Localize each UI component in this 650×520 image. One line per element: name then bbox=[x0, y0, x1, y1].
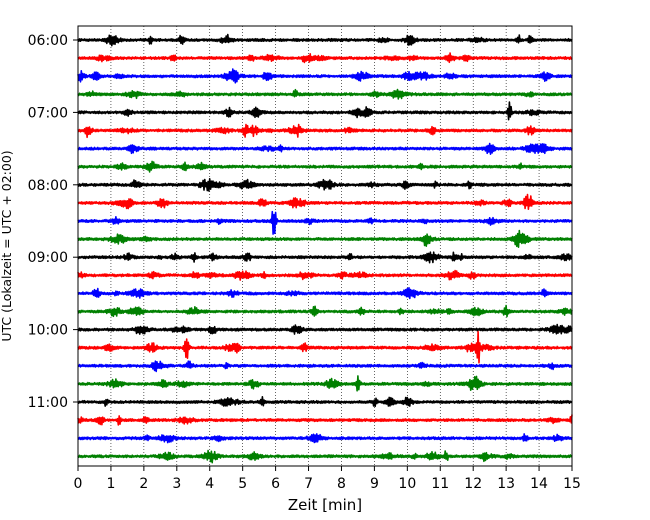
y-axis-ticks: 06:00 07:00 08:00 09:00 10:00 11:00 bbox=[28, 33, 78, 411]
seismic-trace bbox=[77, 414, 573, 426]
seismic-trace bbox=[77, 123, 573, 139]
seismic-trace bbox=[77, 229, 573, 248]
seismic-trace bbox=[77, 287, 573, 300]
x-tick-label: 0 bbox=[74, 476, 83, 492]
seismic-trace bbox=[77, 178, 573, 192]
grid-lines bbox=[110, 26, 540, 466]
seismic-trace bbox=[77, 142, 573, 155]
y-tick-label: 06:00 bbox=[28, 33, 68, 49]
seismic-trace bbox=[77, 101, 573, 121]
x-tick-label: 9 bbox=[370, 476, 379, 492]
seismic-trace bbox=[77, 68, 573, 84]
x-tick-label: 6 bbox=[271, 476, 280, 492]
x-tick-label: 10 bbox=[398, 476, 416, 492]
y-tick-label: 11:00 bbox=[28, 395, 68, 411]
y-tick-label: 07:00 bbox=[28, 105, 68, 121]
seismic-trace bbox=[77, 193, 573, 210]
y-tick-label: 10:00 bbox=[28, 323, 68, 339]
seismic-trace bbox=[77, 88, 573, 100]
y-tick-label: 08:00 bbox=[28, 178, 68, 194]
x-axis-label: Zeit [min] bbox=[288, 496, 362, 514]
seismic-trace bbox=[77, 323, 573, 335]
plot-area bbox=[78, 26, 572, 466]
x-tick-label: 4 bbox=[205, 476, 214, 492]
seismic-trace bbox=[77, 251, 573, 264]
seismic-traces bbox=[77, 33, 573, 464]
plot-frame bbox=[77, 25, 573, 467]
x-tick-label: 11 bbox=[431, 476, 449, 492]
seismic-trace bbox=[77, 375, 573, 392]
y-tick-label: 09:00 bbox=[28, 250, 68, 266]
seismic-trace bbox=[77, 160, 573, 173]
seismic-trace bbox=[77, 449, 573, 464]
x-tick-label: 5 bbox=[238, 476, 247, 492]
x-tick-label: 13 bbox=[497, 476, 515, 492]
x-tick-label: 2 bbox=[139, 476, 148, 492]
y-axis-label: UTC (Lokalzeit = UTC + 02:00) bbox=[0, 150, 14, 341]
seismic-trace bbox=[77, 396, 573, 408]
x-tick-label: 14 bbox=[530, 476, 548, 492]
seismic-trace bbox=[77, 304, 573, 318]
seismic-trace bbox=[77, 330, 573, 364]
seismic-trace bbox=[77, 33, 573, 47]
x-tick-label: 12 bbox=[464, 476, 482, 492]
seismic-trace bbox=[77, 433, 573, 444]
seismic-trace bbox=[77, 269, 573, 281]
seismic-trace bbox=[77, 360, 573, 373]
x-tick-label: 8 bbox=[337, 476, 346, 492]
x-axis-ticks: 0 1 2 3 4 5 6 7 8 9 10 11 12 13 14 15 bbox=[74, 466, 581, 492]
x-tick-label: 7 bbox=[304, 476, 313, 492]
seismic-trace bbox=[77, 52, 573, 64]
seismic-trace bbox=[77, 210, 573, 235]
x-tick-label: 15 bbox=[563, 476, 581, 492]
x-tick-label: 3 bbox=[172, 476, 181, 492]
x-tick-label: 1 bbox=[106, 476, 115, 492]
